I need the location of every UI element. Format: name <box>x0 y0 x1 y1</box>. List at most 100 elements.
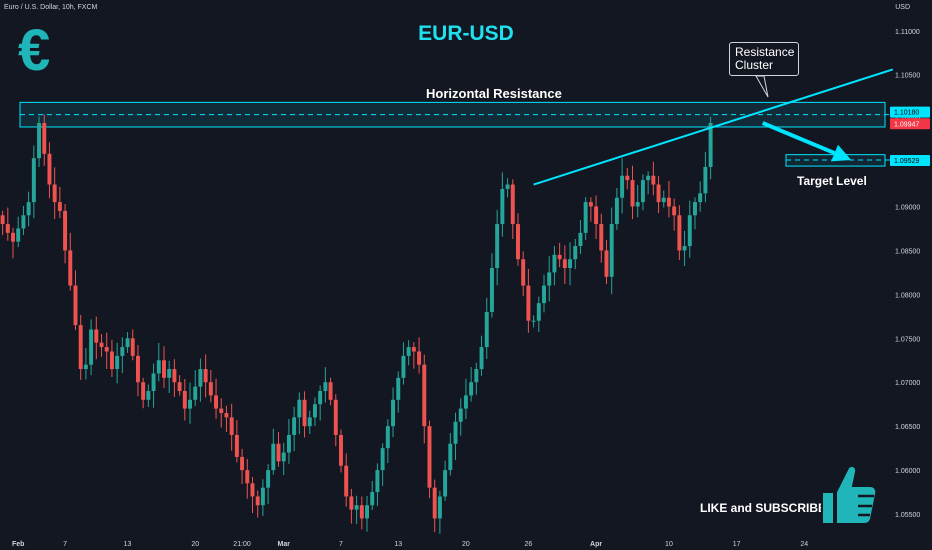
candle-body <box>193 386 198 400</box>
candle-body <box>156 360 161 374</box>
candle-body <box>344 465 349 497</box>
candle-body <box>286 434 291 453</box>
candle-body <box>640 180 645 203</box>
x-tick-label: 24 <box>800 541 808 548</box>
chart-title: EUR-USD <box>418 22 514 45</box>
candle-body <box>620 175 625 198</box>
candle-body <box>281 452 286 462</box>
candle-body <box>5 224 10 233</box>
candle-body <box>458 408 463 422</box>
candle-body <box>11 232 15 242</box>
candle-body <box>188 399 192 409</box>
horizontal-resistance-label: Horizontal Resistance <box>426 86 562 101</box>
candle-body <box>292 417 297 435</box>
candle-body <box>521 259 526 286</box>
candle-body <box>479 347 484 370</box>
candle-body <box>594 206 599 225</box>
x-tick-label: Feb <box>12 541 24 548</box>
candle-body <box>396 377 401 400</box>
candle-body <box>672 206 677 216</box>
candle-body <box>380 448 385 471</box>
candle-body <box>568 259 573 268</box>
candle-body <box>495 224 500 268</box>
x-tick-label: Apr <box>590 541 602 548</box>
candle-body <box>505 184 510 189</box>
candle-body <box>276 443 281 462</box>
candle-body <box>73 285 78 326</box>
candle-body <box>240 456 245 471</box>
candle-body <box>677 215 682 251</box>
candle-body <box>328 382 333 400</box>
candle-body <box>312 404 317 418</box>
candle-body <box>266 470 271 488</box>
candle-body <box>489 268 494 312</box>
x-tick-label: 17 <box>733 541 741 548</box>
candle-body <box>693 202 697 216</box>
candle-body <box>182 391 187 409</box>
candle-body <box>583 202 588 233</box>
y-tick-label: 1.07500 <box>895 336 920 343</box>
candle-body <box>510 184 515 225</box>
candle-body <box>682 246 687 251</box>
candle-body <box>385 426 390 449</box>
candle-body <box>370 492 375 506</box>
x-tick-label: 13 <box>394 541 402 548</box>
candle-body <box>443 470 448 497</box>
candle-body <box>547 272 552 286</box>
x-tick-label: 10 <box>665 541 673 548</box>
candle-body <box>604 250 609 277</box>
x-tick-label: 7 <box>63 541 67 548</box>
like-subscribe-text: LIKE and SUBSCRIBE <box>700 501 827 515</box>
y-tick-label: 1.06000 <box>895 468 920 475</box>
candle-body <box>323 382 328 392</box>
candle-body <box>68 250 73 286</box>
candle-body <box>302 399 307 427</box>
candle-body <box>375 470 380 493</box>
target-level-label: Target Level <box>797 174 867 188</box>
target-arrow-head <box>831 144 852 162</box>
y-tick-label: 1.06500 <box>895 424 920 431</box>
candle-body <box>130 338 135 356</box>
candle-body <box>599 224 604 251</box>
candle-body <box>401 355 406 378</box>
x-tick-label: 20 <box>462 541 470 548</box>
price-label-text: 1.10180 <box>894 110 919 117</box>
candle-body <box>411 347 416 352</box>
y-tick-label: 1.05500 <box>895 512 920 519</box>
candle-body <box>698 193 703 203</box>
candle-body <box>463 395 468 409</box>
resistance-cluster-line1: Resistance <box>735 45 795 59</box>
candle-body <box>47 153 52 185</box>
candle-body <box>573 246 578 260</box>
candle-body <box>78 325 83 370</box>
candle-body <box>52 184 57 203</box>
candle-body <box>167 369 172 378</box>
candle-body <box>115 355 120 370</box>
candle-body <box>349 496 354 510</box>
candle-body <box>656 184 661 203</box>
y-tick-label: 1.07000 <box>895 380 920 387</box>
candle-body <box>531 320 536 322</box>
candle-body <box>635 202 640 207</box>
y-tick-label: 1.09000 <box>895 204 920 211</box>
candle-body <box>500 188 505 225</box>
candle-body <box>516 224 520 260</box>
candle-body <box>219 408 224 413</box>
candle-body <box>474 369 479 383</box>
candle-body <box>391 399 396 427</box>
candle-body <box>687 215 692 247</box>
candle-body <box>354 505 359 510</box>
price-label-tag <box>890 118 930 130</box>
candle-body <box>557 254 562 260</box>
candle-body <box>141 382 146 400</box>
candle-body <box>250 483 255 497</box>
candle-body <box>359 505 364 519</box>
candle-body <box>120 347 125 356</box>
candle-body <box>26 202 31 216</box>
x-tick-label: 21:00 <box>233 541 251 548</box>
candle-body <box>484 311 489 348</box>
thumbs-up-icon <box>821 464 878 525</box>
candle-body <box>21 215 26 229</box>
